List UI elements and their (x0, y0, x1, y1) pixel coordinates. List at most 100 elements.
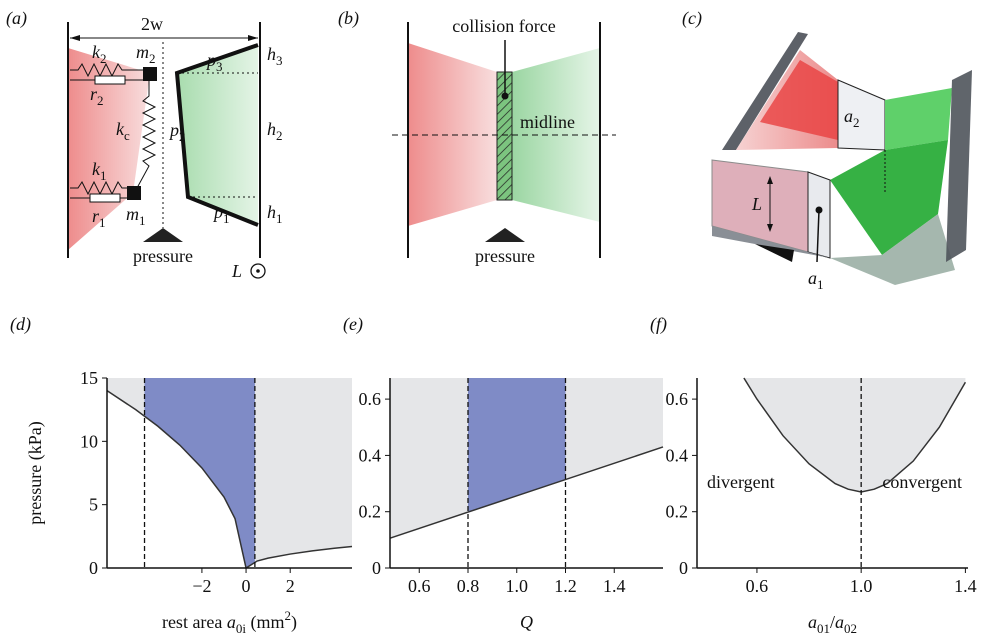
label: p2 (168, 120, 186, 144)
label: pressure (133, 246, 193, 266)
curve (106, 390, 353, 570)
x-tick-label: 0 (242, 576, 251, 596)
x-tick-label: 2 (286, 576, 295, 596)
right-fold (830, 140, 948, 255)
y-axis-label: pressure (kPa) (25, 421, 46, 524)
y-tick-label: 0.4 (666, 445, 689, 465)
panel-label: (b) (338, 8, 359, 29)
label: collision force (452, 16, 555, 36)
x-tick-label: 0.6 (408, 576, 431, 596)
panel-a: (a) 2w k2 m2 r2 kc k1 r1 m1 p3 p2 p1 (6, 8, 283, 281)
pointer-dot (501, 92, 509, 100)
coupling-spring (136, 81, 157, 189)
label: h2 (267, 119, 283, 143)
label: kc (116, 119, 130, 143)
x-axis-label: a01/a02 (808, 612, 857, 636)
right-fold (885, 88, 952, 150)
label: m2 (136, 42, 156, 66)
x-tick-label: 1.0 (850, 576, 873, 596)
left-fold (760, 60, 838, 140)
label-run: rest area (162, 612, 227, 632)
label: m1 (126, 204, 146, 228)
curve (389, 446, 664, 539)
label: a1 (808, 268, 824, 292)
label-run: 02 (844, 621, 857, 636)
label: p1 (212, 202, 230, 226)
annotation: divergent (707, 472, 775, 492)
y-tick-label: 0.4 (359, 445, 382, 465)
label: midline (520, 112, 575, 132)
y-tick-label: 0.6 (666, 389, 689, 409)
fold-surface (174, 43, 259, 227)
out-of-plane (250, 263, 266, 279)
label-run: Q (520, 612, 533, 632)
x-tick-label: −2 (192, 576, 211, 596)
panel-label: (a) (6, 8, 27, 29)
label: p3 (205, 50, 223, 74)
mass (127, 186, 141, 200)
label: pressure (475, 246, 535, 266)
panel-label: (e) (343, 314, 363, 335)
curve (743, 377, 967, 493)
arrowhead (70, 35, 80, 41)
arrowhead (767, 176, 773, 184)
label: a2 (844, 106, 860, 130)
damper (94, 75, 126, 85)
label-run: 2 (285, 608, 292, 623)
label: r1 (92, 206, 106, 230)
panel-label: (c) (682, 8, 702, 29)
panel-b: (b) collision force midline pressure (338, 8, 616, 266)
right-fold (177, 45, 258, 225)
label: r2 (90, 84, 104, 108)
mass (143, 67, 157, 81)
y-tick-label: 0 (372, 558, 381, 578)
arrowhead (248, 35, 258, 41)
panel-label: (f) (650, 314, 667, 335)
y-tick-label: 0.6 (359, 389, 382, 409)
highlight-region (144, 378, 255, 568)
y-tick-label: 0 (89, 558, 98, 578)
label: h3 (267, 44, 283, 68)
base (830, 214, 955, 285)
label-run: a (835, 612, 844, 632)
out-of-plane (256, 269, 260, 273)
arrowhead (767, 224, 773, 232)
x-axis-label: rest area a0i (mm2) (162, 608, 297, 636)
highlight-region (468, 378, 566, 513)
wall (946, 70, 972, 262)
x-tick-label: 1.4 (603, 576, 626, 596)
label-run: / (830, 612, 835, 632)
y-tick-label: 0.2 (359, 502, 382, 522)
y-tick-label: 0 (679, 558, 688, 578)
label-run: (mm (246, 612, 285, 633)
left-fold (68, 48, 150, 250)
label-run: 0i (236, 621, 247, 636)
label-run: a (808, 612, 817, 632)
y-tick-label: 10 (80, 431, 98, 451)
y-tick-label: 15 (80, 368, 98, 388)
x-axis-label: Q (520, 612, 533, 632)
label: L (751, 194, 762, 214)
flow-arrow (755, 244, 794, 262)
label-run: 01 (817, 621, 830, 636)
y-tick-label: 0.2 (666, 502, 689, 522)
y-tick-label: 5 (89, 495, 98, 515)
pointer (816, 209, 820, 263)
label-run: a (227, 612, 236, 632)
damper (89, 193, 121, 203)
x-tick-label: 0.8 (457, 576, 480, 596)
label: h1 (267, 202, 283, 226)
panel-c: (c) L a2 a1 (682, 8, 972, 292)
wall (722, 32, 808, 150)
label-run: ) (291, 612, 297, 633)
pressure-arrow (143, 228, 183, 242)
annotation: convergent (882, 472, 962, 492)
label: L (231, 261, 242, 281)
label: k2 (92, 42, 107, 66)
x-tick-label: 1.0 (506, 576, 529, 596)
label: k1 (92, 159, 107, 183)
width-label: 2w (141, 14, 163, 34)
panel-label: (d) (10, 314, 31, 335)
base (712, 226, 830, 258)
